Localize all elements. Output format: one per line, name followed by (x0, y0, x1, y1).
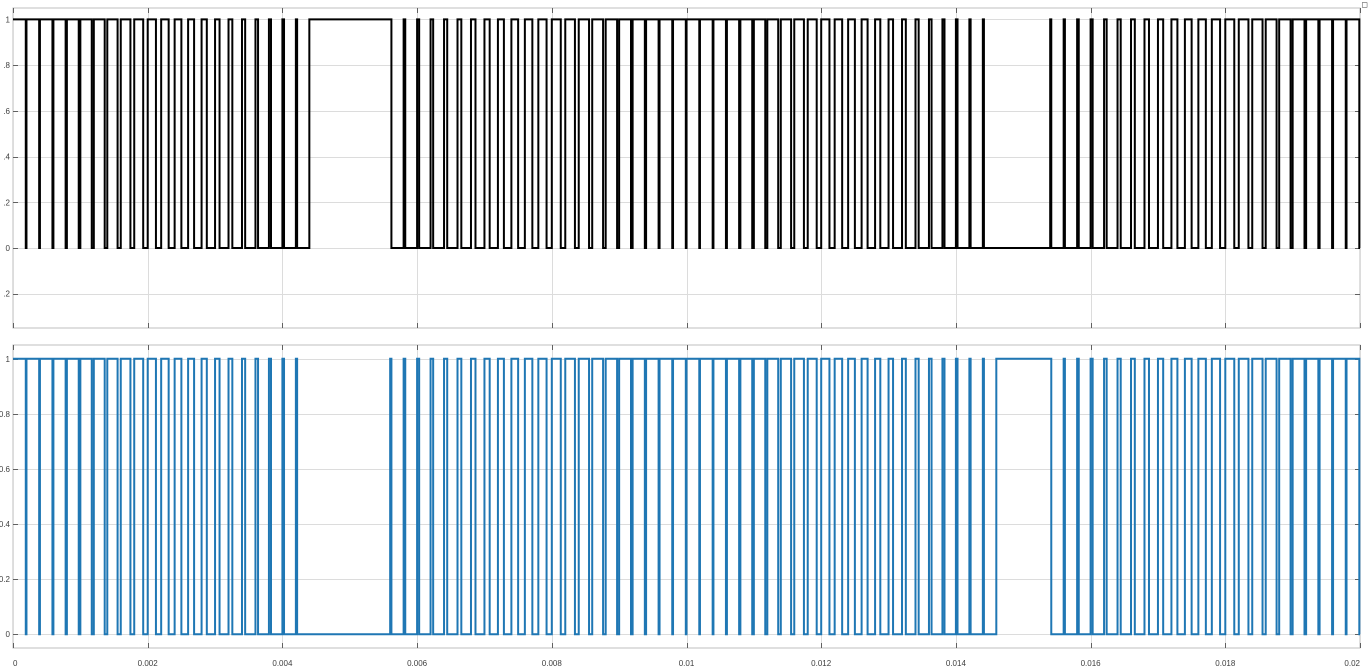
x-tick-label: 0.006 (407, 659, 428, 668)
x-tick-label: 0.018 (1215, 659, 1236, 668)
x-tick-label: 0.014 (946, 659, 967, 668)
x-tick-label: 0.002 (138, 659, 159, 668)
series-line (13, 18, 1361, 249)
y-tick-label: 0.2 (0, 575, 11, 584)
x-tick-label: 0.004 (272, 659, 293, 668)
top-axes: 1 .8 .6 .4 .2 0 .2 (3, 7, 1361, 329)
y-tick-label: .6 (3, 107, 10, 116)
x-tick-label: 0.02 (1344, 659, 1360, 668)
y-tick-label: 0.4 (0, 520, 11, 529)
x-tick-label: 0.012 (811, 659, 832, 668)
series-line (13, 357, 1361, 636)
y-tick-label: 0 (6, 244, 11, 253)
y-tick-label: 1 (6, 15, 11, 24)
y-tick-label: .2 (3, 290, 10, 299)
y-tick-label: 1 (6, 355, 11, 364)
window-corner-icon[interactable]: ◻ (1361, 0, 1368, 9)
y-tick-label: 0.8 (0, 410, 11, 419)
y-tick-label: .8 (3, 61, 10, 70)
bottom-axes: 1 0.8 0.6 0.4 0.2 0 0 0.002 0.004 0.006 0.008 0.01 0… (0, 344, 1361, 668)
x-tick-label: 0.016 (1081, 659, 1102, 668)
y-tick-label: 0 (6, 630, 11, 639)
x-tick-label: 0.01 (679, 659, 695, 668)
y-tick-label: .2 (3, 198, 10, 207)
y-tick-label: 0.6 (0, 465, 11, 474)
x-tick-label: 0 (13, 659, 18, 668)
y-tick-label: .4 (3, 153, 10, 162)
x-tick-label: 0.008 (542, 659, 563, 668)
